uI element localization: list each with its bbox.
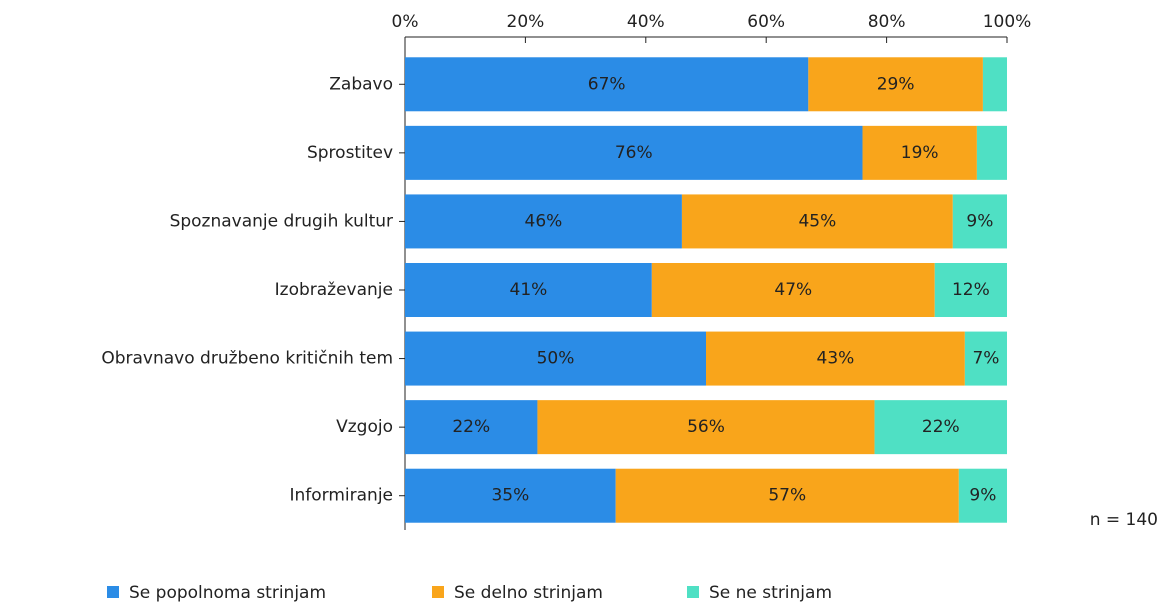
data-label: 9% [966, 211, 993, 231]
bar-segment [964, 331, 1007, 386]
legend-label: Se popolnoma strinjam [129, 583, 326, 603]
y-tick-label: Sprostitev [307, 143, 393, 163]
bar-segment [681, 194, 953, 249]
bar-segment [976, 125, 1007, 180]
bar-segment [405, 400, 538, 455]
x-tick-label: 80% [868, 12, 906, 32]
data-label: 76% [615, 143, 653, 163]
bar-segment [862, 125, 977, 180]
data-label: 50% [537, 349, 575, 369]
y-tick-label: Vzgojo [336, 417, 393, 437]
data-label: 67% [588, 74, 626, 94]
bar-segment [934, 263, 1007, 317]
x-tick-label: 20% [507, 12, 545, 32]
bar-segment [405, 468, 616, 523]
y-tick-label: Spoznavanje drugih kultur [170, 211, 393, 231]
data-label: 22% [922, 417, 960, 437]
data-label: 7% [972, 349, 999, 369]
legend-label: Se ne strinjam [709, 583, 832, 603]
data-label: 35% [491, 486, 529, 506]
x-tick-label: 0% [392, 12, 419, 32]
bar-segment [651, 263, 935, 317]
data-label: 22% [452, 417, 490, 437]
x-tick-label: 100% [983, 12, 1032, 32]
x-tick-label: 40% [627, 12, 665, 32]
data-label: 41% [510, 280, 548, 300]
legend-swatch [432, 586, 444, 598]
data-label: 12% [952, 280, 990, 300]
legend-swatch [687, 586, 699, 598]
bar-segment [405, 125, 863, 180]
data-label: 19% [901, 143, 939, 163]
bar-segment [615, 468, 959, 523]
data-label: 57% [768, 486, 806, 506]
y-tick-label: Zabavo [329, 74, 393, 94]
data-label: 46% [525, 211, 563, 231]
data-label: 56% [687, 417, 725, 437]
bar-segment [405, 331, 706, 386]
legend-label: Se delno strinjam [454, 583, 603, 603]
bar-segment [405, 194, 682, 249]
bar-segment [405, 57, 809, 112]
data-label: 47% [774, 280, 812, 300]
bar-segment [405, 263, 652, 317]
annotation: n = 140 [1090, 510, 1158, 530]
bar-segment [958, 468, 1007, 523]
x-tick-label: 60% [747, 12, 785, 32]
data-label: 9% [969, 486, 996, 506]
y-tick-label: Obravnavo družbeno kritičnih tem [101, 349, 393, 369]
bar-segment [874, 400, 1007, 455]
bar-segment [537, 400, 875, 455]
data-label: 45% [798, 211, 836, 231]
bar-segment [706, 331, 965, 386]
y-tick-label: Izobraževanje [275, 280, 393, 300]
bar-segment [808, 57, 983, 112]
bar-segment [952, 194, 1007, 249]
bar-segment [982, 57, 1007, 112]
legend-swatch [107, 586, 119, 598]
data-label: 29% [877, 74, 915, 94]
data-label: 43% [817, 349, 855, 369]
y-tick-label: Informiranje [289, 486, 393, 506]
